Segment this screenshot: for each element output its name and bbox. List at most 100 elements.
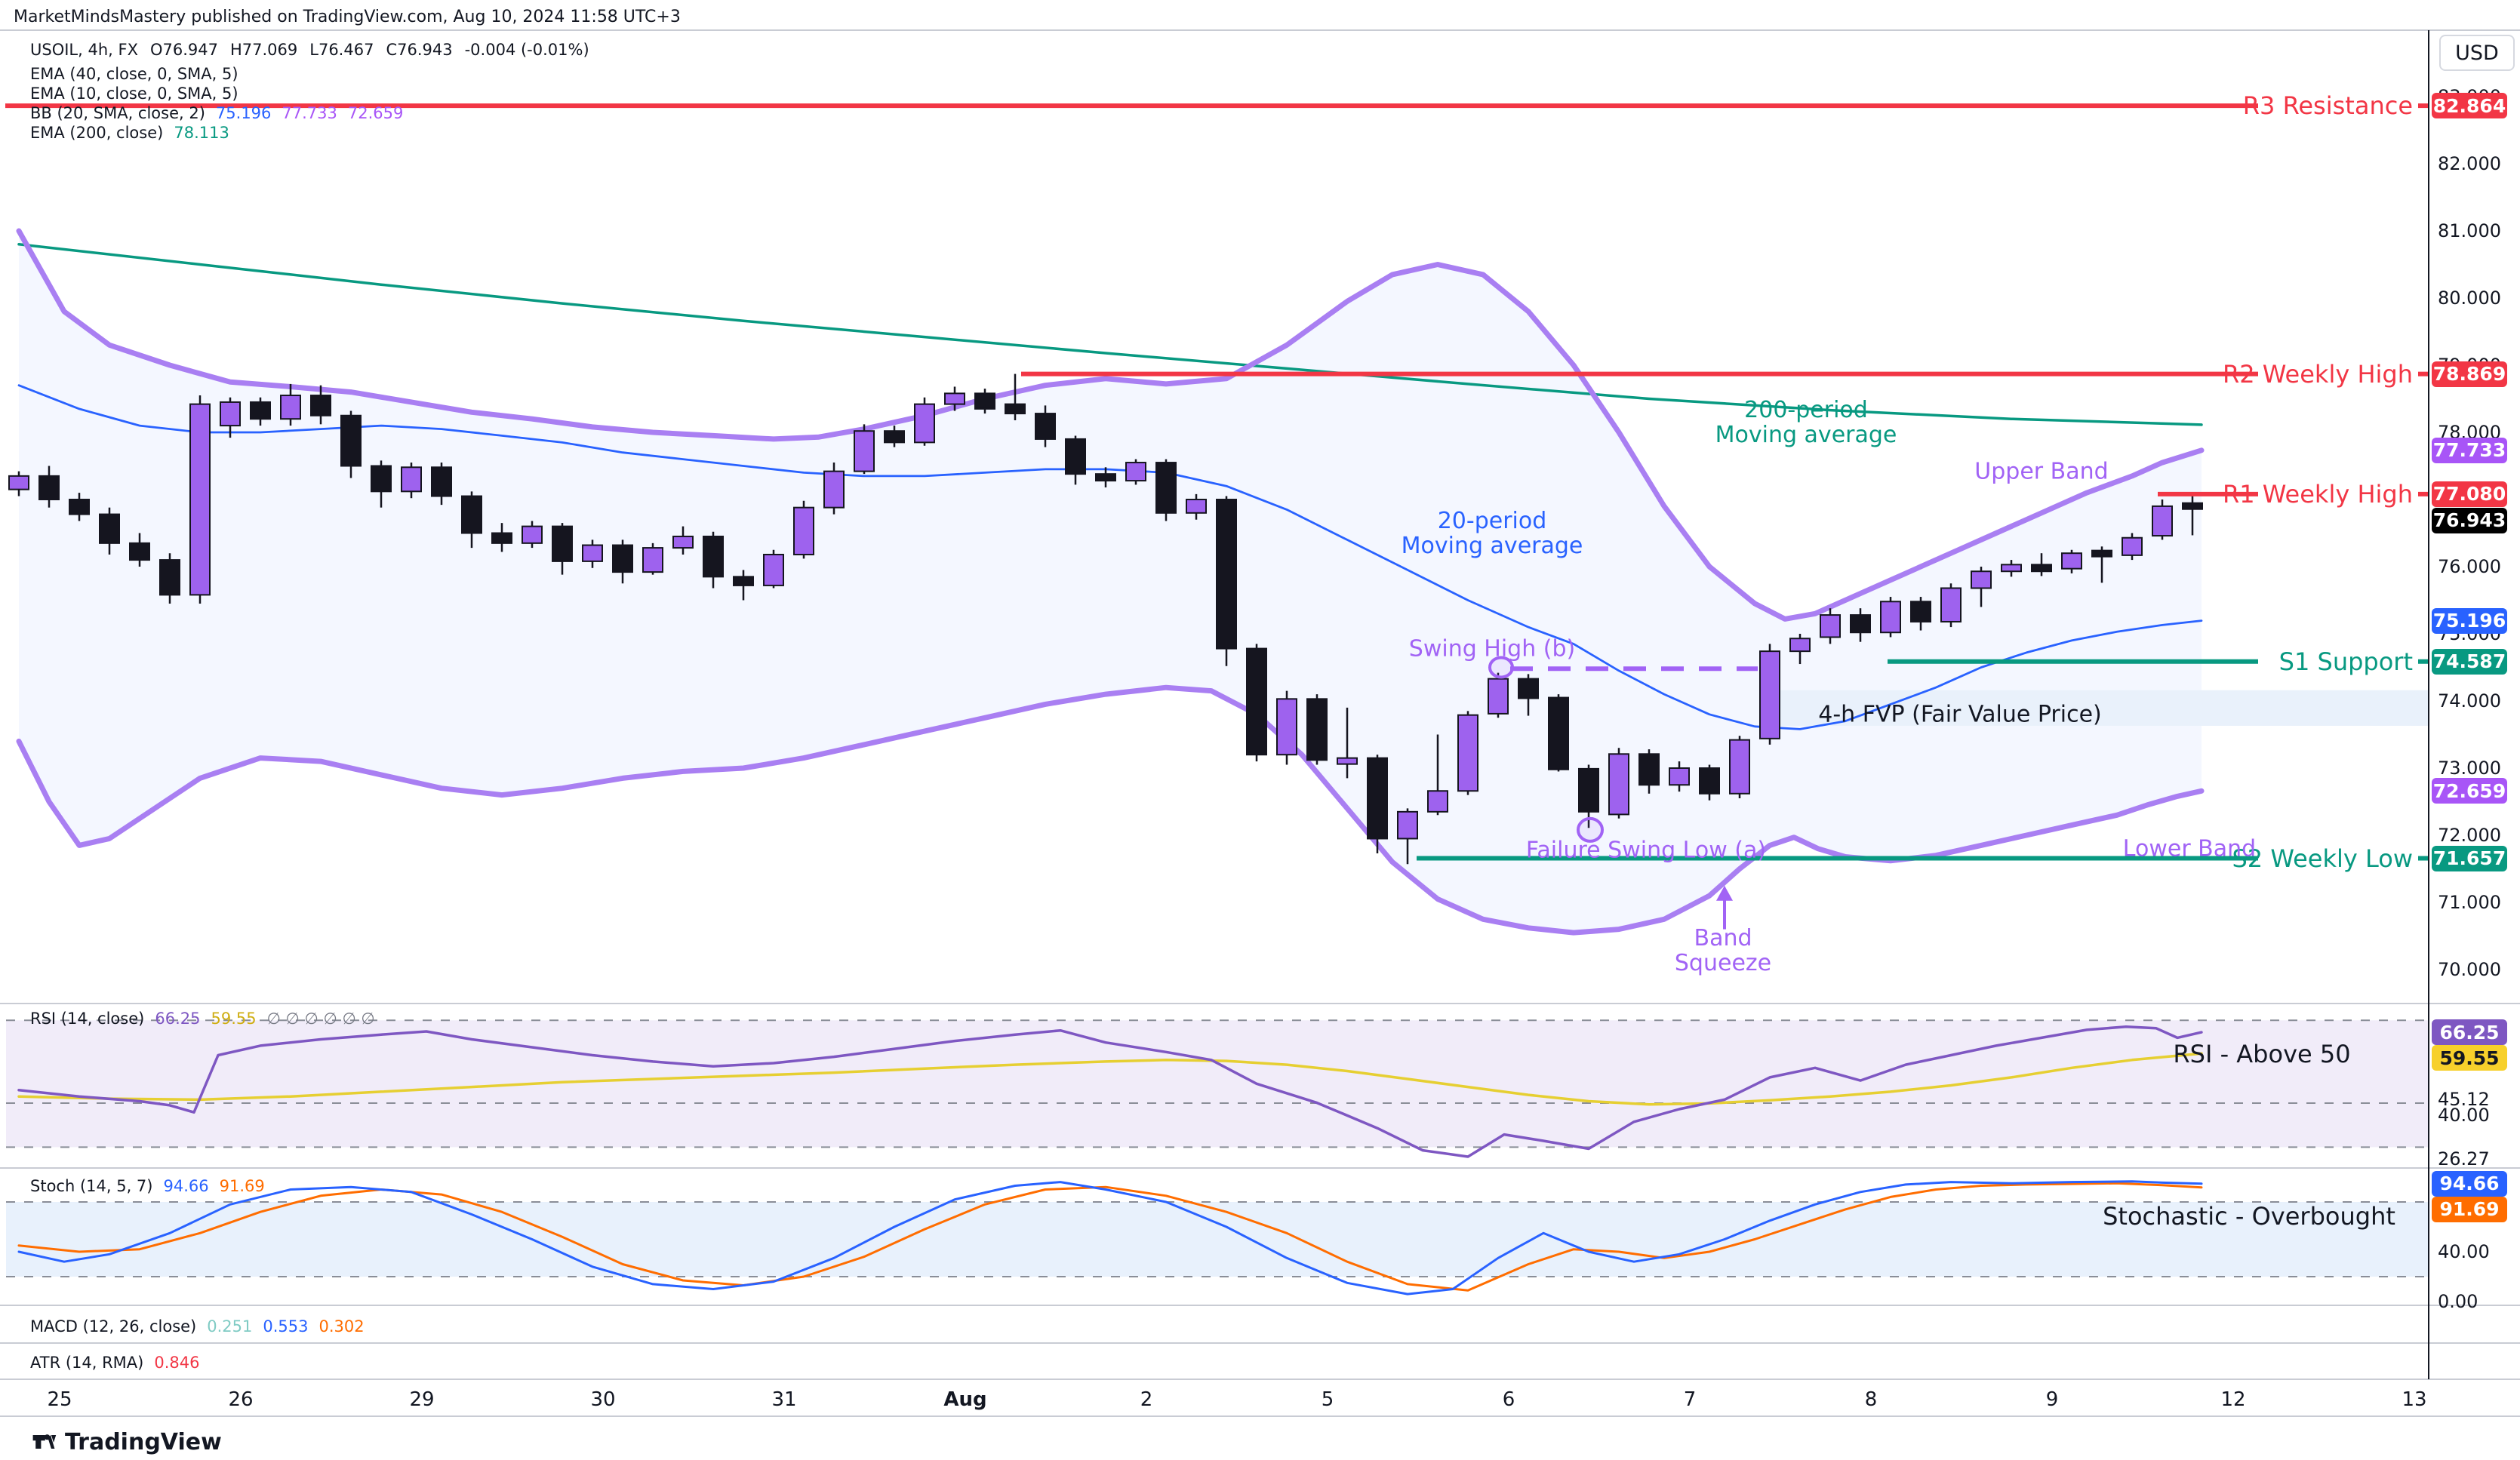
candle: [280, 395, 301, 420]
band-squeeze-label[interactable]: Band Squeeze: [1674, 925, 1772, 977]
time-tick: 13: [2402, 1388, 2427, 1411]
level-label[interactable]: R1 Weekly High: [2223, 479, 2413, 509]
candle: [69, 499, 90, 515]
ema200-line: [17, 243, 2203, 426]
fvp-label[interactable]: 4-h FVP (Fair Value Price): [1818, 701, 2102, 728]
indicator-label: BB (20, SMA, close, 2): [30, 104, 205, 122]
price-tick: 82.000: [2438, 153, 2501, 174]
candle: [38, 475, 60, 500]
candle: [1246, 647, 1267, 756]
level-label[interactable]: S1 Support: [2278, 647, 2413, 676]
level-label[interactable]: R3 Resistance: [2242, 91, 2413, 121]
candle: [220, 401, 241, 427]
stoch-note-text[interactable]: Stochastic - Overbought: [2103, 1202, 2395, 1231]
indicator-label: EMA (200, close): [30, 124, 164, 142]
price-tick: 73.000: [2438, 758, 2501, 779]
price-tick: 80.000: [2438, 287, 2501, 309]
candle: [401, 466, 422, 493]
lower-band-label[interactable]: Lower Band: [2122, 835, 2257, 862]
candle: [522, 525, 543, 544]
candle: [2091, 549, 2112, 558]
band-squeeze-arrow: [1716, 885, 1733, 901]
candle: [159, 559, 180, 596]
rsi-extra-values: ∅ ∅ ∅ ∅ ∅ ∅: [266, 1010, 375, 1028]
candle: [793, 506, 814, 555]
rsi-legend-row[interactable]: RSI (14, close) 66.25 59.55 ∅ ∅ ∅ ∅ ∅ ∅: [30, 1010, 375, 1028]
stoch-tick: 0.00: [2438, 1291, 2478, 1312]
candle: [1427, 790, 1448, 813]
candle: [1065, 438, 1086, 475]
candle: [1759, 650, 1780, 739]
ohlc-close: C76.943: [386, 41, 453, 59]
time-tick: 30: [590, 1388, 616, 1411]
time-tick: 29: [409, 1388, 435, 1411]
time-tick: 26: [228, 1388, 254, 1411]
macd-legend-row[interactable]: MACD (12, 26, close) 0.251 0.553 0.302: [30, 1317, 365, 1336]
candle: [642, 547, 663, 573]
candle: [1035, 413, 1056, 440]
ohlc-change: -0.004 (-0.01%): [464, 41, 589, 59]
candle: [1216, 499, 1237, 650]
level-label[interactable]: R2 Weekly High: [2223, 359, 2413, 389]
candle: [491, 532, 512, 544]
candle: [552, 525, 573, 562]
indicator-row[interactable]: EMA (40, close, 0, SMA, 5): [30, 65, 238, 83]
candle: [99, 513, 120, 544]
indicator-row[interactable]: EMA (200, close) 78.113: [30, 124, 229, 142]
indicator-value: 78.113: [174, 124, 229, 142]
candle: [1638, 753, 1660, 786]
time-tick: 31: [771, 1388, 797, 1411]
rsi-note-text[interactable]: RSI - Above 50: [2173, 1040, 2351, 1068]
candle: [371, 465, 392, 493]
candle: [129, 542, 150, 561]
candle: [340, 414, 362, 467]
price-badge: 78.869: [2432, 361, 2507, 387]
sma20-label[interactable]: 20-period Moving average: [1401, 507, 1583, 559]
macd-value: 0.553: [263, 1317, 309, 1336]
time-tick: 25: [47, 1388, 72, 1411]
candle: [1186, 499, 1207, 514]
price-badge: 77.080: [2432, 481, 2507, 507]
price-badge: 75.196: [2432, 607, 2507, 634]
candle: [431, 466, 452, 497]
candle: [1457, 714, 1478, 792]
rsi-tick: 40.00: [2438, 1105, 2490, 1127]
rsi-tick: 45.12: [2438, 1088, 2490, 1110]
candle: [884, 430, 905, 444]
time-tick: Aug: [943, 1388, 987, 1411]
candle: [703, 535, 724, 578]
tradingview-logo[interactable]: TradingView: [30, 1428, 222, 1455]
candle: [1095, 473, 1116, 482]
symbol-name: USOIL, 4h, FX: [30, 41, 138, 59]
candle: [1578, 767, 1599, 813]
rsi-badge: 59.55: [2432, 1045, 2507, 1071]
level-label[interactable]: S2 Weekly Low: [2232, 844, 2413, 873]
price-tick: 74.000: [2438, 690, 2501, 712]
upper-band-label[interactable]: Upper Band: [1974, 458, 2109, 485]
failure-swing-low-label[interactable]: Failure Swing Low (a): [1525, 837, 1767, 864]
candle: [1367, 757, 1388, 840]
atr-legend-row[interactable]: ATR (14, RMA) 0.846: [30, 1354, 200, 1372]
indicator-row[interactable]: BB (20, SMA, close, 2) 75.196 77.733 72.659: [30, 104, 403, 122]
currency-button[interactable]: USD: [2439, 35, 2515, 71]
price-badge: 74.587: [2432, 648, 2507, 675]
indicator-row[interactable]: EMA (10, close, 0, SMA, 5): [30, 85, 238, 103]
candle: [612, 544, 633, 573]
symbol-ohlc-row[interactable]: USOIL, 4h, FX O76.947 H77.069 L76.467 C76.94…: [30, 41, 602, 59]
candle: [944, 392, 965, 405]
rsi-badge: 66.25: [2432, 1019, 2507, 1046]
candle: [1850, 614, 1871, 634]
swing-high-label[interactable]: Swing High (b): [1408, 635, 1576, 662]
candle: [8, 475, 29, 490]
ohlc-open: O76.947: [149, 41, 218, 59]
ema200-label[interactable]: 200-period Moving average: [1715, 396, 1897, 448]
swing-high-marker: [1488, 656, 1514, 679]
price-badge: 72.659: [2432, 778, 2507, 804]
candle: [250, 401, 271, 420]
candle: [1337, 757, 1358, 765]
stoch-legend-row[interactable]: Stoch (14, 5, 7) 94.66 91.69: [30, 1177, 265, 1195]
price-badge: 82.864: [2432, 93, 2507, 119]
time-tick: 8: [1864, 1388, 1878, 1411]
indicator-label: EMA (40, close, 0, SMA, 5): [30, 65, 238, 83]
